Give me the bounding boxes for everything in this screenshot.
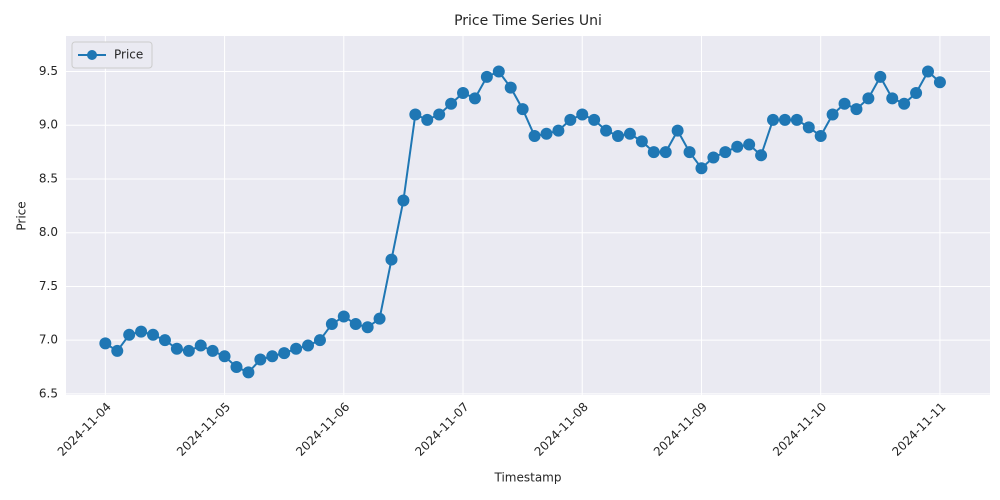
price-marker xyxy=(862,92,875,105)
price-marker xyxy=(147,328,160,341)
price-marker xyxy=(385,253,398,266)
price-marker xyxy=(552,124,565,137)
chart-title: Price Time Series Uni xyxy=(454,13,602,29)
price-marker xyxy=(218,350,231,363)
price-marker xyxy=(445,97,458,110)
price-marker xyxy=(361,321,374,334)
price-marker xyxy=(540,127,553,140)
price-marker xyxy=(302,339,315,352)
price-marker xyxy=(325,318,338,331)
price-marker xyxy=(790,113,803,126)
price-marker xyxy=(671,124,684,137)
price-marker xyxy=(635,135,648,148)
price-marker xyxy=(373,312,386,325)
price-marker xyxy=(755,149,768,162)
price-marker xyxy=(349,318,362,331)
x-tick-label: 2024-11-08 xyxy=(532,400,591,459)
price-marker xyxy=(874,70,887,83)
price-marker xyxy=(158,334,171,347)
price-marker xyxy=(254,353,267,366)
price-marker xyxy=(767,113,780,126)
price-marker xyxy=(194,339,207,352)
price-marker xyxy=(683,146,696,159)
price-marker xyxy=(707,151,720,164)
price-marker xyxy=(576,108,589,121)
x-tick-label: 2024-11-05 xyxy=(174,400,233,459)
legend-marker xyxy=(87,50,97,60)
x-tick-label: 2024-11-07 xyxy=(412,400,471,459)
price-marker xyxy=(206,344,219,357)
y-tick-label: 8.5 xyxy=(39,171,58,185)
price-marker xyxy=(397,194,410,207)
price-marker xyxy=(182,344,195,357)
price-marker xyxy=(778,113,791,126)
x-tick-label: 2024-11-04 xyxy=(55,400,114,459)
price-marker xyxy=(409,108,422,121)
y-tick-label: 6.5 xyxy=(39,386,58,400)
price-marker xyxy=(457,86,470,99)
x-tick-label: 2024-11-06 xyxy=(293,400,352,459)
price-marker xyxy=(600,124,613,137)
price-marker xyxy=(468,92,481,105)
price-marker xyxy=(290,342,303,355)
x-tick-label: 2024-11-11 xyxy=(889,400,948,459)
price-marker xyxy=(504,81,517,94)
price-marker xyxy=(910,86,923,99)
y-axis-label: Price xyxy=(15,201,29,230)
price-marker xyxy=(111,344,124,357)
price-marker xyxy=(516,103,529,116)
price-marker xyxy=(123,328,136,341)
price-marker xyxy=(826,108,839,121)
price-marker xyxy=(421,113,434,126)
y-tick-label: 7.5 xyxy=(39,279,58,293)
price-marker xyxy=(492,65,505,78)
x-tick-label: 2024-11-10 xyxy=(770,400,829,459)
price-marker xyxy=(266,350,279,363)
price-marker xyxy=(588,113,601,126)
y-tick-label: 9.0 xyxy=(39,118,58,132)
price-marker xyxy=(278,347,291,360)
y-tick-label: 9.5 xyxy=(39,64,58,78)
price-marker xyxy=(564,113,577,126)
price-marker xyxy=(719,146,732,159)
price-marker xyxy=(135,325,148,338)
price-marker xyxy=(743,138,756,151)
price-marker xyxy=(731,140,744,153)
price-marker xyxy=(433,108,446,121)
price-marker xyxy=(480,70,493,83)
x-tick-label: 2024-11-09 xyxy=(651,400,710,459)
legend-label: Price xyxy=(114,48,143,62)
price-marker xyxy=(659,146,672,159)
legend-box xyxy=(71,41,153,69)
price-marker xyxy=(886,92,899,105)
price-marker xyxy=(814,129,827,142)
price-marker xyxy=(898,97,911,110)
price-marker xyxy=(337,310,350,323)
price-marker xyxy=(922,65,935,78)
price-marker xyxy=(242,366,255,379)
y-tick-label: 8.0 xyxy=(39,225,58,239)
price-marker xyxy=(313,334,326,347)
price-marker xyxy=(850,103,863,116)
price-marker xyxy=(170,342,183,355)
price-marker xyxy=(647,146,660,159)
y-tick-label: 7.0 xyxy=(39,333,58,347)
price-marker xyxy=(695,162,708,175)
x-axis-label: Timestamp xyxy=(494,471,562,485)
price-marker xyxy=(802,121,815,134)
price-marker xyxy=(933,76,946,89)
price-marker xyxy=(528,129,541,142)
price-marker xyxy=(838,97,851,110)
price-marker xyxy=(612,129,625,142)
price-marker xyxy=(623,127,636,140)
price-marker xyxy=(99,337,112,350)
price-marker xyxy=(230,361,243,374)
plot-area xyxy=(66,36,990,395)
